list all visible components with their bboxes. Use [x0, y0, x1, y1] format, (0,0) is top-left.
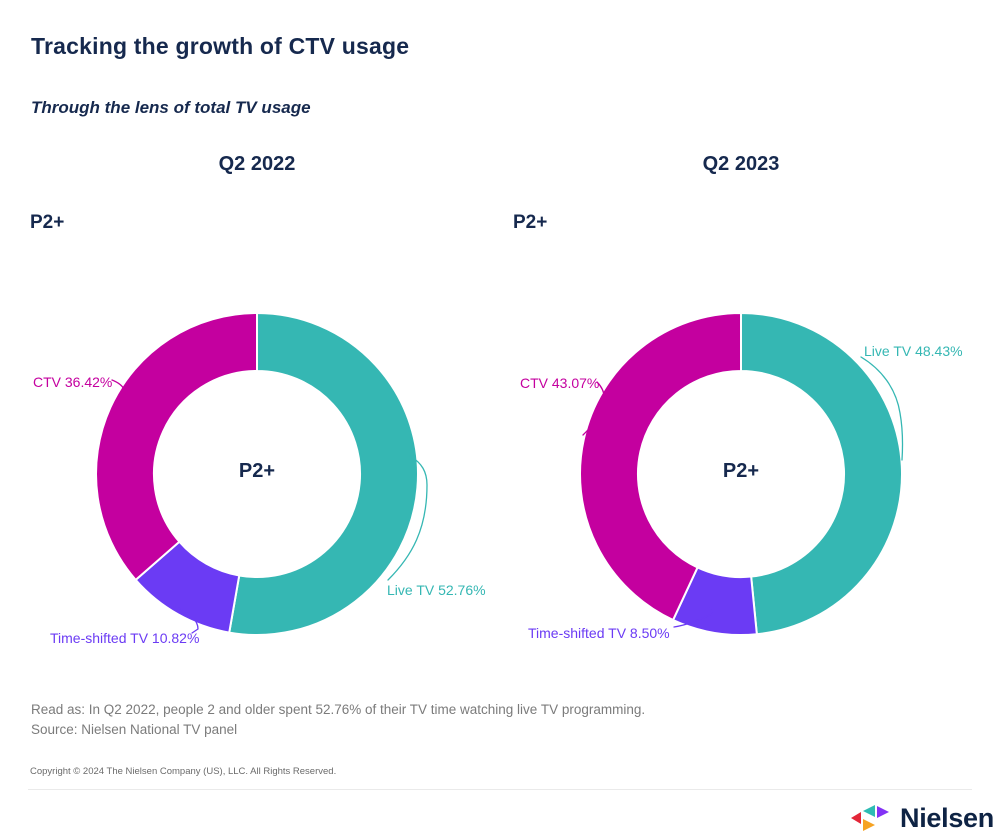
copyright-text: Copyright © 2024 The Nielsen Company (US… [30, 766, 337, 777]
donut-slice-ctv-q2-2022 [95, 312, 258, 581]
donut-slice-live-tv-q2-2023 [740, 312, 903, 636]
donut-slice-live-tv-q2-2022 [228, 312, 419, 636]
logo-triangle-teal [863, 805, 875, 817]
donut-chart-q2-2022 [95, 312, 419, 636]
source-note: Source: Nielsen National TV panel [31, 722, 238, 737]
footer-divider [28, 789, 972, 790]
leader-line-ctv-2023 [582, 381, 606, 436]
slice-label-time-shifted-2022: Time-shifted TV 10.82% [50, 630, 200, 646]
period-label-q2-2023: Q2 2023 [702, 153, 780, 175]
donut-chart-q2-2023 [579, 312, 903, 636]
demographic-label-left: P2+ [30, 212, 65, 233]
donut-center-label-right: P2+ [722, 460, 760, 482]
leader-line-live-tv-2023 [860, 356, 904, 461]
logo-triangle-purple [877, 806, 889, 818]
slice-label-ctv-2023: CTV 43.07% [520, 375, 600, 391]
nielsen-logo: Nielsen [851, 803, 994, 833]
read-as-note: Read as: In Q2 2022, people 2 and older … [31, 702, 646, 717]
leader-line-time-shifted-2023 [673, 607, 713, 628]
leader-line-ctv-2022 [111, 379, 126, 411]
logo-triangle-red [851, 812, 861, 824]
slice-label-time-shifted-2023: Time-shifted TV 8.50% [528, 625, 670, 641]
leader-line-time-shifted-2022 [175, 606, 199, 634]
page-subtitle: Through the lens of total TV usage [31, 98, 311, 117]
slice-label-ctv-2022: CTV 36.42% [33, 374, 113, 390]
nielsen-logo-text: Nielsen [900, 803, 994, 833]
donut-center-label-left: P2+ [238, 460, 276, 482]
period-label-q2-2022: Q2 2022 [218, 153, 296, 175]
demographic-label-right: P2+ [513, 212, 548, 233]
leader-line-live-tv-2022 [387, 455, 428, 581]
nielsen-logo-icon [851, 805, 889, 831]
donut-slice-ctv-q2-2023 [579, 312, 742, 621]
slice-label-live-tv-2023: Live TV 48.43% [864, 343, 963, 359]
slice-label-live-tv-2022: Live TV 52.76% [387, 582, 486, 598]
logo-triangle-orange [863, 819, 875, 831]
page-title: Tracking the growth of CTV usage [31, 33, 410, 59]
